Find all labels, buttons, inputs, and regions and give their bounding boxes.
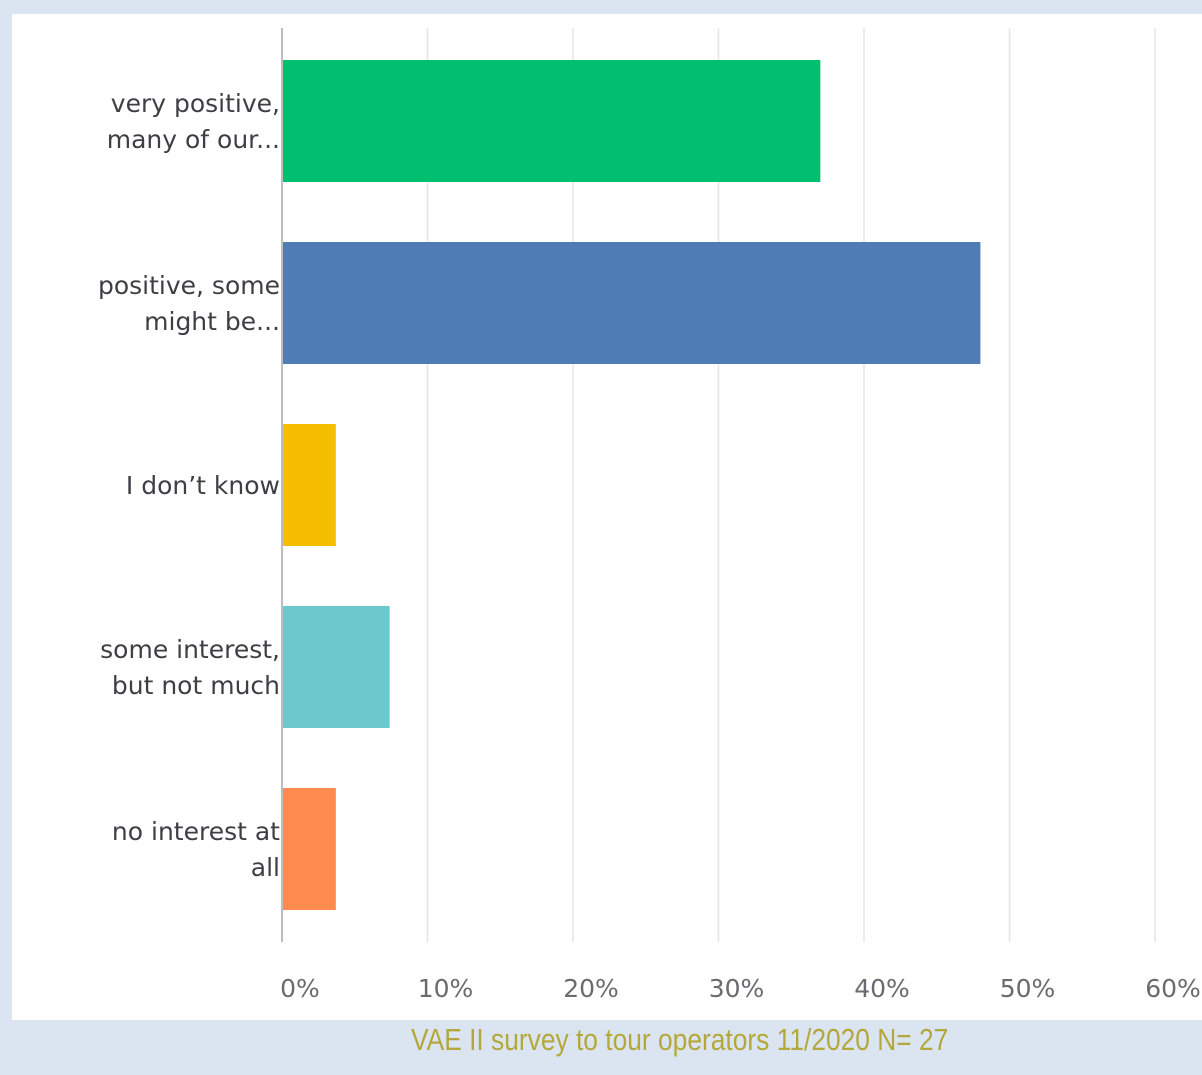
x-tick-label: 30% — [709, 974, 765, 1003]
category-label: very positive, many of our... — [107, 89, 280, 154]
x-tick-label: 60% — [1145, 974, 1201, 1003]
x-tick-label: 40% — [854, 974, 910, 1003]
x-tick-label: 10% — [418, 974, 474, 1003]
category-label: some interest, but not much — [100, 635, 280, 700]
bar — [282, 424, 336, 546]
chart-panel: very positive, many of our... positive, so… — [12, 14, 1202, 1020]
bar — [282, 242, 981, 364]
bar — [282, 60, 821, 182]
category-label: no interest at all — [112, 817, 280, 882]
x-tick-label: 50% — [1000, 974, 1056, 1003]
bar — [282, 788, 336, 910]
bar — [282, 606, 390, 728]
x-tick-label: 0% — [280, 974, 320, 1003]
bar-chart: very positive, many of our... positive, so… — [98, 28, 1201, 1003]
x-tick-label: 20% — [563, 974, 619, 1003]
category-label: positive, some might be... — [98, 271, 280, 336]
chart-caption: VAE II survey to tour operators 11/2020 … — [411, 1022, 949, 1057]
category-label: I don’t know — [126, 471, 280, 500]
